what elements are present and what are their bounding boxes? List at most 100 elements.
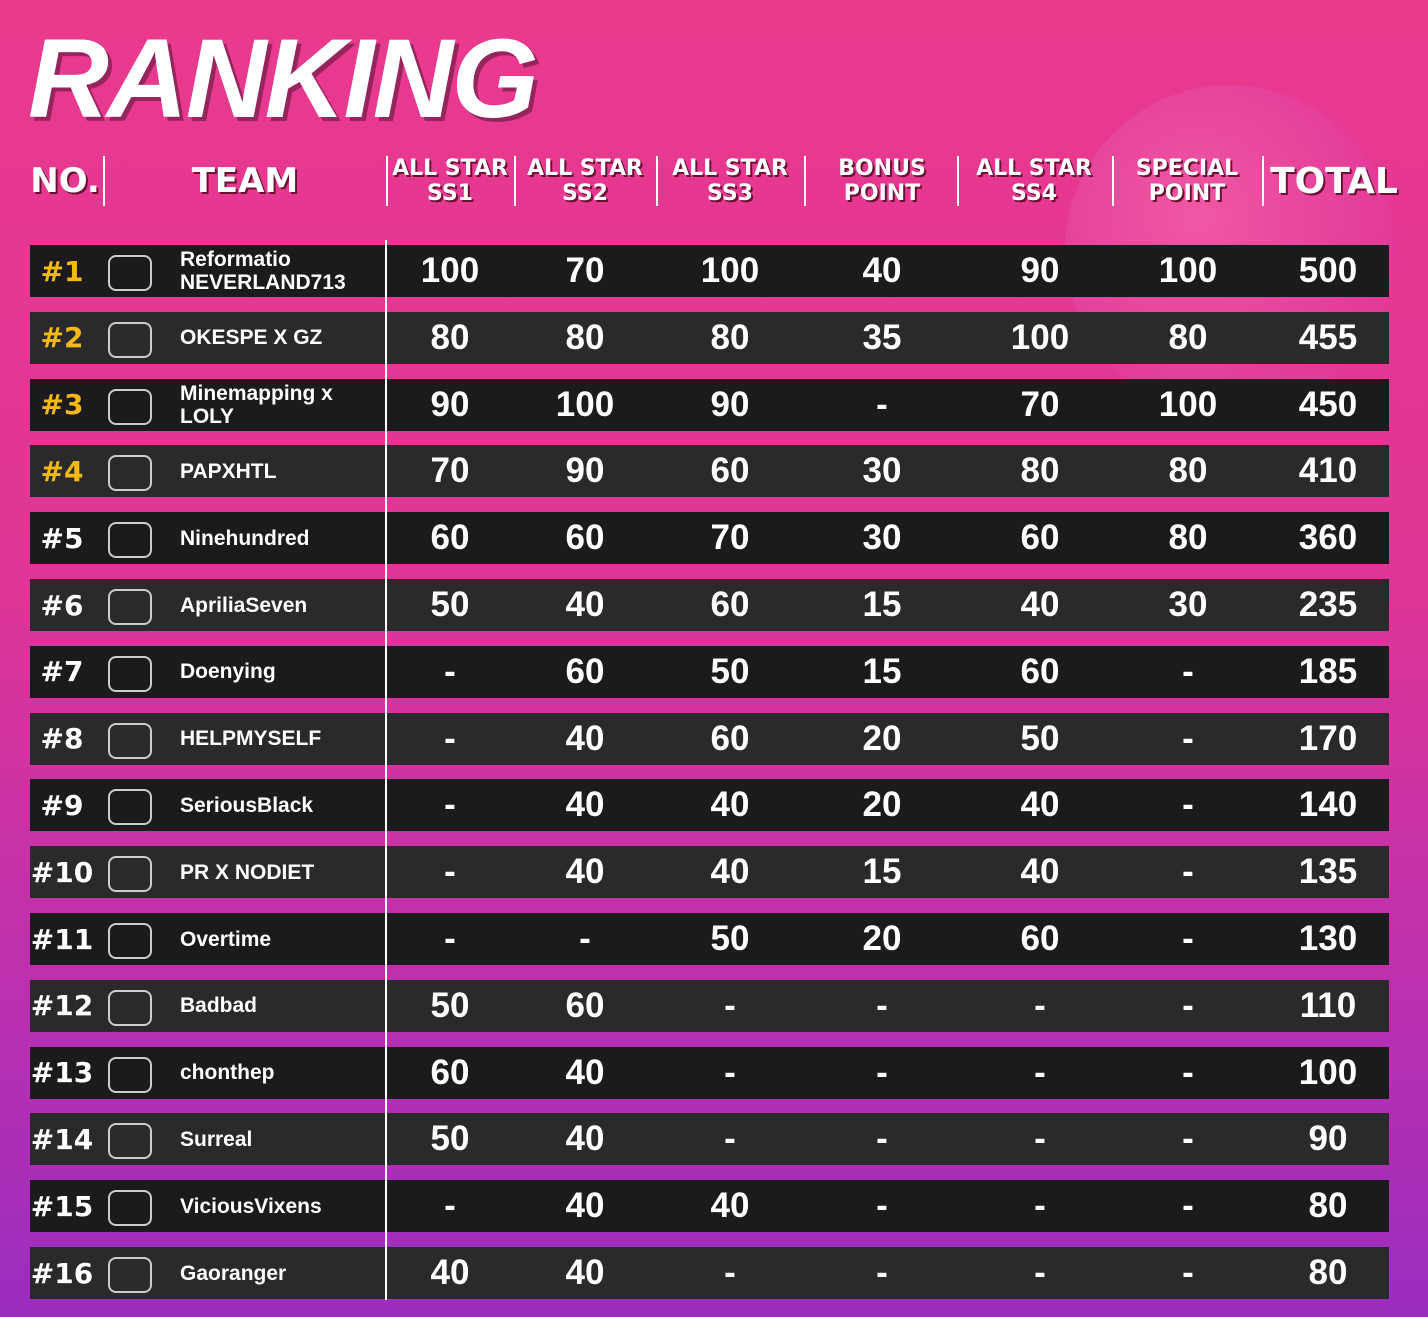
score: 500 (1298, 251, 1358, 290)
score: - (876, 985, 888, 1025)
score: 60 (710, 585, 750, 624)
rank: #11 (30, 922, 94, 956)
score: 60 (430, 518, 470, 558)
header-separator (514, 156, 516, 206)
score: 80 (1308, 1186, 1348, 1226)
score: 40 (565, 852, 605, 892)
score: - (1182, 1119, 1194, 1159)
header-separator (1112, 156, 1114, 206)
score: 60 (565, 985, 605, 1025)
rank: #13 (30, 1056, 94, 1090)
score: 60 (430, 1052, 470, 1092)
rank: #4 (40, 454, 84, 488)
team-name: ApriliaSeven (180, 593, 308, 617)
score: 100 (1158, 384, 1218, 424)
score: - (1034, 1186, 1046, 1226)
score: 15 (862, 585, 902, 624)
score: 50 (710, 651, 750, 691)
team-logo (108, 989, 152, 1026)
score: - (1182, 785, 1194, 825)
table-row: #8 HELPMYSELF - 40 60 20 50 - 170 (30, 712, 1389, 765)
team-name: Ninehundred (180, 526, 310, 550)
team-logo (108, 321, 152, 358)
rank: #8 (40, 722, 84, 756)
team-logo (108, 522, 152, 559)
score: 90 (1020, 251, 1060, 290)
score: - (444, 919, 456, 958)
header-separator (957, 156, 959, 206)
score: - (1034, 1052, 1046, 1092)
score: 30 (1168, 585, 1208, 624)
score: 30 (862, 518, 902, 558)
score: 20 (862, 718, 902, 758)
score: 450 (1298, 384, 1358, 424)
rank: #2 (40, 321, 84, 355)
score: 60 (1020, 919, 1060, 958)
score: 70 (430, 451, 470, 491)
score: 15 (862, 852, 902, 892)
score: 135 (1298, 852, 1358, 892)
score: - (1182, 985, 1194, 1025)
team-name: PR X NODIET (180, 860, 315, 884)
score: - (876, 1052, 888, 1092)
team-logo (108, 856, 152, 893)
team-name: Doenying (180, 660, 276, 684)
team-name: Gaoranger (180, 1261, 287, 1285)
table-row: #7 Doenying - 60 50 15 60 - 185 (30, 645, 1389, 698)
table-row: #6 ApriliaSeven 50 40 60 15 40 30 235 (30, 579, 1389, 631)
score: 50 (710, 919, 750, 958)
score: - (1034, 1253, 1046, 1292)
score: 60 (565, 518, 605, 558)
score: 455 (1298, 317, 1358, 357)
score: 110 (1299, 985, 1357, 1025)
score: - (1034, 1119, 1046, 1159)
score: 50 (430, 985, 470, 1025)
score: 40 (430, 1253, 470, 1292)
score: 80 (1168, 451, 1208, 491)
score: 140 (1298, 785, 1358, 825)
header-separator (386, 156, 388, 206)
score: 50 (1020, 718, 1060, 758)
score: - (876, 1186, 888, 1226)
score: 50 (430, 585, 470, 624)
rank: #3 (40, 388, 84, 422)
team-name: Surreal (180, 1127, 253, 1151)
table-row: #10 PR X NODIET - 40 40 15 40 - 135 (30, 846, 1389, 899)
header-separator (103, 156, 105, 206)
team-logo (108, 923, 152, 959)
team-name: Minemapping x LOLY (180, 381, 333, 428)
team-logo (108, 789, 152, 826)
rank: #16 (30, 1256, 94, 1290)
score: - (1182, 651, 1194, 691)
score: 50 (430, 1119, 470, 1159)
score: 70 (710, 518, 750, 558)
table-row: #16 Gaoranger 40 40 - - - - 80 (30, 1247, 1389, 1299)
score: - (724, 1119, 736, 1159)
table-row: #11 Overtime - - 50 20 60 - 130 (30, 913, 1389, 965)
column-header: ALL STAR SS3 (672, 156, 788, 206)
column-header: TEAM (191, 160, 299, 201)
header-separator (656, 156, 658, 206)
team-name: OKESPE X GZ (180, 326, 323, 350)
team-name: ViciousVixens (180, 1194, 322, 1218)
score: 80 (1168, 518, 1208, 558)
score: - (876, 1119, 888, 1159)
team-logo (108, 455, 152, 492)
score: 90 (565, 451, 605, 491)
rank: #9 (40, 788, 84, 822)
score: 40 (710, 785, 750, 825)
score: 60 (1020, 651, 1060, 691)
score: 185 (1298, 651, 1358, 691)
score: 80 (565, 317, 605, 357)
score: - (724, 1253, 736, 1292)
score: 100 (1158, 251, 1218, 290)
score: 35 (862, 317, 902, 357)
score: - (444, 1186, 456, 1226)
team-name: Overtime (180, 927, 272, 951)
score: 100 (420, 251, 480, 290)
score: 40 (565, 1119, 605, 1159)
team-name: Reformatio NEVERLAND713 (180, 248, 346, 294)
score: 130 (1298, 919, 1358, 958)
score: 70 (1020, 384, 1060, 424)
